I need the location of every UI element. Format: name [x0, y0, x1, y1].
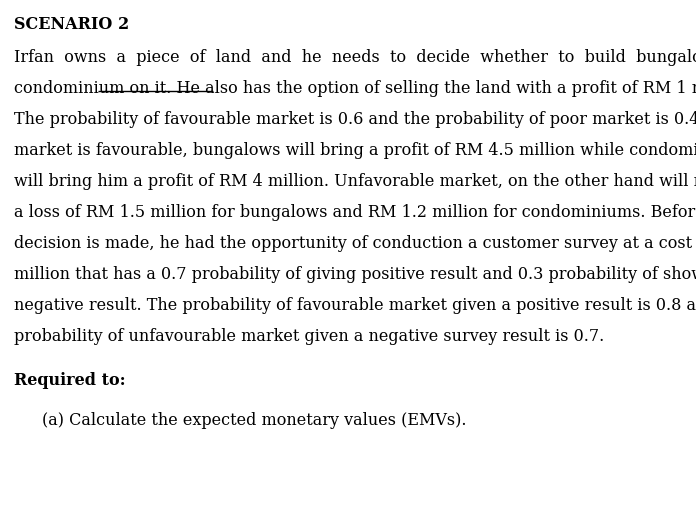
Text: condominium on it. He also has the option of selling the land with a profit of R: condominium on it. He also has the optio…: [14, 80, 696, 97]
Text: market is favourable, bungalows will bring a profit of RM 4.5 million while cond: market is favourable, bungalows will bri…: [14, 142, 696, 159]
Text: will bring him a profit of RM 4 million. Unfavorable market, on the other hand w: will bring him a profit of RM 4 million.…: [14, 173, 696, 190]
Text: (a) Calculate the expected monetary values (EMVs).: (a) Calculate the expected monetary valu…: [42, 412, 466, 429]
Text: Irfan  owns  a  piece  of  land  and  he  needs  to  decide  whether  to  build : Irfan owns a piece of land and he needs …: [14, 49, 696, 66]
Text: decision is made, he had the opportunity of conduction a customer survey at a co: decision is made, he had the opportunity…: [14, 235, 696, 252]
Text: SCENARIO 2: SCENARIO 2: [14, 16, 129, 33]
Text: negative result. The probability of favourable market given a positive result is: negative result. The probability of favo…: [14, 297, 696, 313]
Text: million that has a 0.7 probability of giving positive result and 0.3 probability: million that has a 0.7 probability of gi…: [14, 266, 696, 283]
Text: The probability of favourable market is 0.6 and the probability of poor market i: The probability of favourable market is …: [14, 111, 696, 128]
Text: probability of unfavourable market given a negative survey result is 0.7.: probability of unfavourable market given…: [14, 328, 604, 344]
Text: Required to:: Required to:: [14, 372, 125, 389]
Text: a loss of RM 1.5 million for bungalows and RM 1.2 million for condominiums. Befo: a loss of RM 1.5 million for bungalows a…: [14, 204, 696, 221]
